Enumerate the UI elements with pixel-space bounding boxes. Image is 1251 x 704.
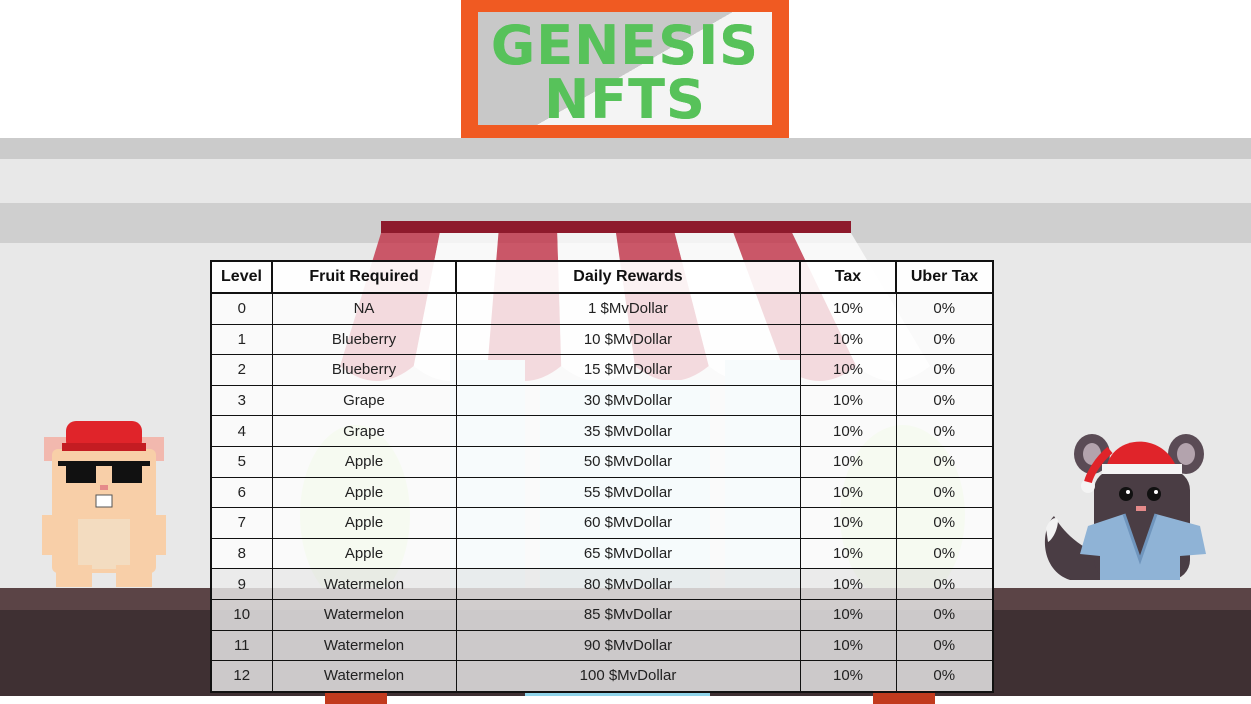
table-row: 11 Watermelon 90 $MvDollar 10% 0%: [210, 629, 994, 662]
cell-tax: 10%: [799, 660, 897, 693]
chinchilla-character-icon: [1044, 434, 1206, 580]
table-row: 12 Watermelon 100 $MvDollar 10% 0%: [210, 660, 994, 693]
cell-level: 2: [210, 354, 273, 386]
shop-sign-panel: [478, 12, 772, 125]
table-row: 9 Watermelon 80 $MvDollar 10% 0%: [210, 568, 994, 600]
cell-fruit-required: Grape: [271, 415, 457, 447]
cell-uber-tax: 0%: [895, 660, 994, 693]
cell-tax: 10%: [799, 354, 897, 386]
cell-tax: 10%: [799, 476, 897, 509]
sign-line-1: GENESIS: [490, 14, 760, 77]
cell-uber-tax: 0%: [895, 629, 994, 662]
cell-daily-rewards: 55 $MvDollar: [455, 476, 801, 509]
header-level: Level: [210, 260, 273, 294]
cell-fruit-required: NA: [271, 292, 457, 325]
cell-uber-tax: 0%: [895, 384, 994, 417]
cell-level: 8: [210, 537, 273, 570]
table-row: 5 Apple 50 $MvDollar 10% 0%: [210, 445, 994, 478]
table-row: 4 Grape 35 $MvDollar 10% 0%: [210, 415, 994, 447]
cell-daily-rewards: 80 $MvDollar: [455, 568, 801, 600]
header-uber-tax: Uber Tax: [895, 260, 994, 294]
cell-uber-tax: 0%: [895, 598, 994, 631]
table-row: 3 Grape 30 $MvDollar 10% 0%: [210, 384, 994, 417]
cell-level: 3: [210, 384, 273, 417]
cell-fruit-required: Apple: [271, 476, 457, 509]
cell-level: 6: [210, 476, 273, 509]
cell-level: 7: [210, 507, 273, 539]
cell-daily-rewards: 15 $MvDollar: [455, 354, 801, 386]
table-row: 6 Apple 55 $MvDollar 10% 0%: [210, 476, 994, 509]
cell-fruit-required: Watermelon: [271, 568, 457, 600]
cell-daily-rewards: 90 $MvDollar: [455, 629, 801, 662]
cell-tax: 10%: [799, 292, 897, 325]
cell-daily-rewards: 60 $MvDollar: [455, 507, 801, 539]
cell-fruit-required: Blueberry: [271, 323, 457, 356]
table-row: 8 Apple 65 $MvDollar 10% 0%: [210, 537, 994, 570]
cell-fruit-required: Watermelon: [271, 598, 457, 631]
cell-level: 9: [210, 568, 273, 600]
header-fruit-required: Fruit Required: [271, 260, 457, 294]
shop-sign-text: GENESIS NFTS: [461, 8, 789, 138]
cell-uber-tax: 0%: [895, 415, 994, 447]
sign-line-2: NFTS: [544, 68, 706, 131]
cell-uber-tax: 0%: [895, 476, 994, 509]
cell-uber-tax: 0%: [895, 323, 994, 356]
cell-fruit-required: Watermelon: [271, 629, 457, 662]
table-row: 1 Blueberry 10 $MvDollar 10% 0%: [210, 323, 994, 356]
cell-uber-tax: 0%: [895, 507, 994, 539]
cell-fruit-required: Blueberry: [271, 354, 457, 386]
cell-fruit-required: Apple: [271, 445, 457, 478]
cell-daily-rewards: 100 $MvDollar: [455, 660, 801, 693]
cell-level: 12: [210, 660, 273, 693]
wall-top-band: [0, 138, 1251, 159]
cell-fruit-required: Grape: [271, 384, 457, 417]
cell-daily-rewards: 65 $MvDollar: [455, 537, 801, 570]
header-tax: Tax: [799, 260, 897, 294]
cell-daily-rewards: 1 $MvDollar: [455, 292, 801, 325]
cell-level: 4: [210, 415, 273, 447]
cell-daily-rewards: 10 $MvDollar: [455, 323, 801, 356]
crate-left: [325, 690, 387, 704]
cell-level: 0: [210, 292, 273, 325]
cell-level: 1: [210, 323, 273, 356]
cell-uber-tax: 0%: [895, 445, 994, 478]
cell-tax: 10%: [799, 537, 897, 570]
cell-tax: 10%: [799, 445, 897, 478]
table-row: 7 Apple 60 $MvDollar 10% 0%: [210, 507, 994, 539]
rewards-table-container: Level Fruit Required Daily Rewards Tax U…: [210, 260, 994, 693]
cell-uber-tax: 0%: [895, 292, 994, 325]
cell-tax: 10%: [799, 507, 897, 539]
cell-uber-tax: 0%: [895, 568, 994, 600]
cell-daily-rewards: 85 $MvDollar: [455, 598, 801, 631]
cell-tax: 10%: [799, 629, 897, 662]
shop-counter-edge: [525, 692, 710, 696]
table-row: 10 Watermelon 85 $MvDollar 10% 0%: [210, 598, 994, 631]
cell-tax: 10%: [799, 384, 897, 417]
cell-tax: 10%: [799, 415, 897, 447]
cell-daily-rewards: 35 $MvDollar: [455, 415, 801, 447]
table-row: 2 Blueberry 15 $MvDollar 10% 0%: [210, 354, 994, 386]
header-daily-rewards: Daily Rewards: [455, 260, 801, 294]
cell-level: 5: [210, 445, 273, 478]
cell-level: 11: [210, 629, 273, 662]
cell-level: 10: [210, 598, 273, 631]
rewards-table: Level Fruit Required Daily Rewards Tax U…: [210, 260, 994, 693]
cell-fruit-required: Apple: [271, 507, 457, 539]
cell-daily-rewards: 30 $MvDollar: [455, 384, 801, 417]
cell-tax: 10%: [799, 323, 897, 356]
cell-fruit-required: Apple: [271, 537, 457, 570]
cell-daily-rewards: 50 $MvDollar: [455, 445, 801, 478]
cell-tax: 10%: [799, 598, 897, 631]
hamster-character-icon: [42, 421, 166, 587]
cell-uber-tax: 0%: [895, 354, 994, 386]
table-row: 0 NA 1 $MvDollar 10% 0%: [210, 292, 994, 325]
cell-fruit-required: Watermelon: [271, 660, 457, 693]
cell-uber-tax: 0%: [895, 537, 994, 570]
table-header-row: Level Fruit Required Daily Rewards Tax U…: [210, 260, 994, 294]
cell-tax: 10%: [799, 568, 897, 600]
crate-right: [873, 690, 935, 704]
